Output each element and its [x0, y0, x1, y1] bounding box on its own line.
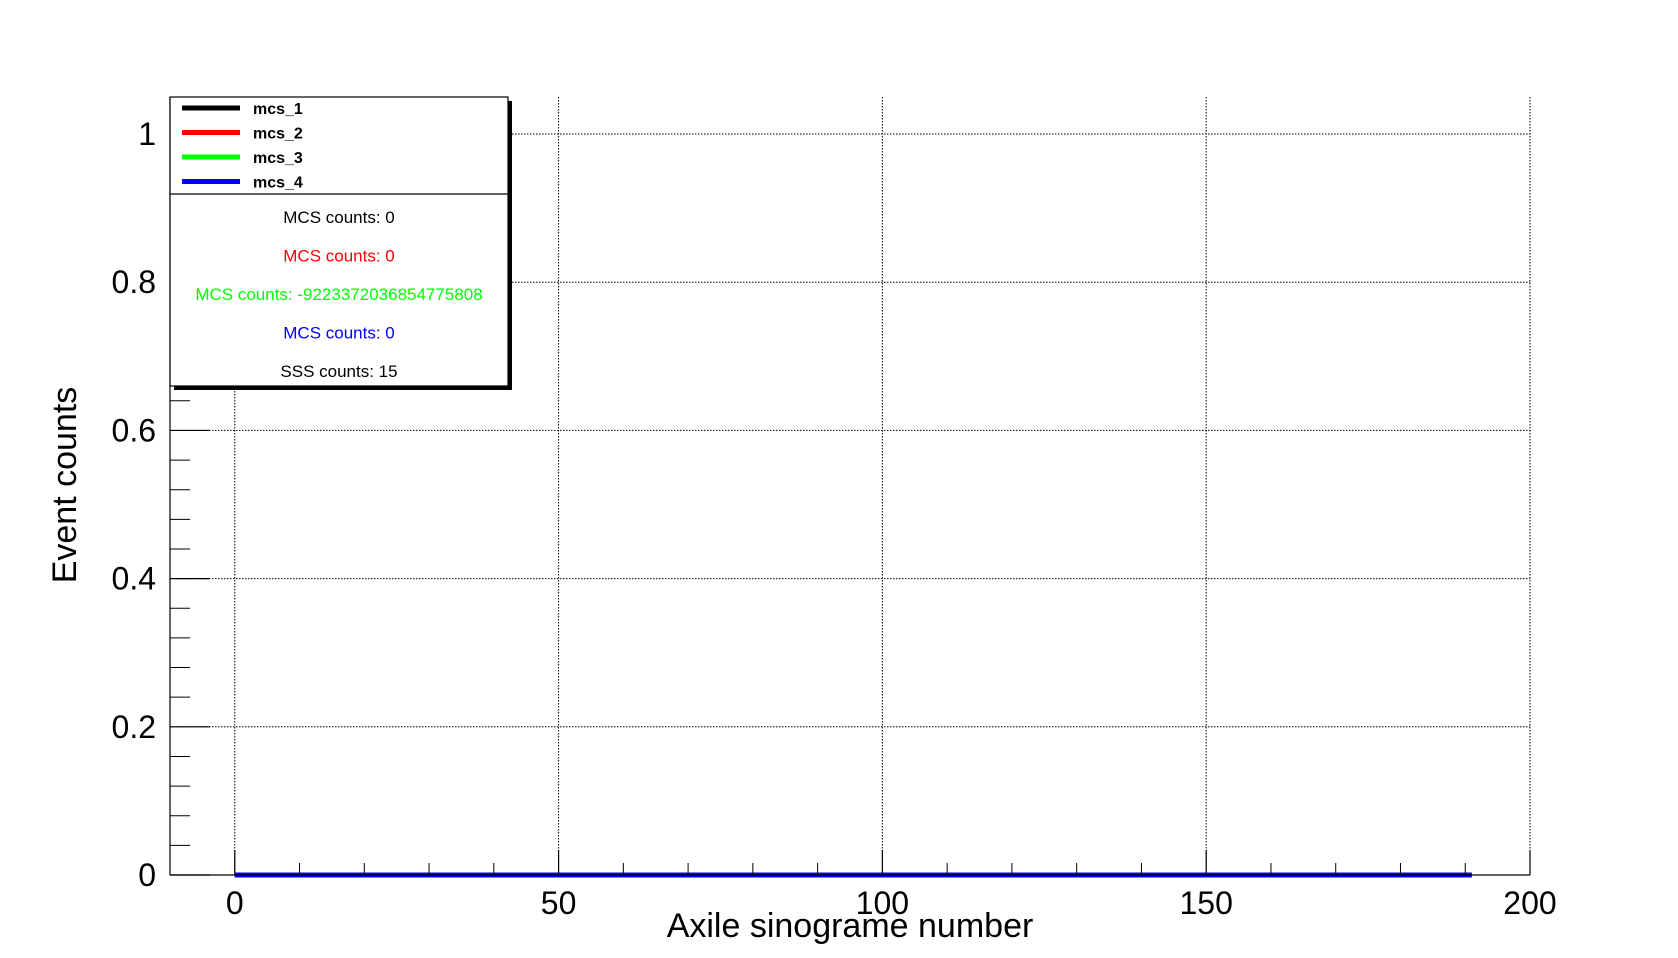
legend-box	[169, 96, 509, 387]
x-tick-label-0: 0	[226, 885, 244, 921]
stat-text-0: MCS counts: 0	[283, 208, 395, 227]
x-tick-label-3: 150	[1179, 885, 1232, 921]
x-tick-label-1: 50	[541, 885, 577, 921]
y-tick-label-1: 0.2	[112, 709, 156, 745]
legend-label-mcs_3: mcs_3	[253, 150, 303, 167]
x-tick-label-2: 100	[856, 885, 909, 921]
stat-text-1: MCS counts: 0	[283, 247, 395, 266]
tick-labels: 0 50 100 150 200 0 0.2 0.4 0.6 0.8 1	[112, 116, 1557, 921]
legend-label-mcs_2: mcs_2	[253, 126, 303, 143]
legend-label-mcs_4: mcs_4	[253, 175, 303, 192]
legend-label-mcs_1: mcs_1	[253, 101, 303, 118]
x-axis-title: Axile sinograme number	[667, 907, 1034, 945]
y-tick-label-2: 0.4	[112, 561, 156, 597]
y-tick-label-4: 0.8	[112, 264, 156, 300]
y-tick-label-0: 0	[138, 857, 156, 893]
stat-text-3: MCS counts: 0	[283, 324, 395, 343]
stat-text-4: SSS counts: 15	[280, 362, 397, 381]
y-tick-label-5: 1	[138, 116, 156, 152]
legend: mcs_1 mcs_2 mcs_3 mcs_4 MCS counts: 0 MCS cou…	[169, 96, 512, 390]
y-tick-label-3: 0.6	[112, 412, 156, 448]
y-axis-title: Event counts	[46, 387, 84, 584]
stat-text-2: MCS counts: -9223372036854775808	[195, 285, 482, 304]
x-tick-label-4: 200	[1503, 885, 1556, 921]
